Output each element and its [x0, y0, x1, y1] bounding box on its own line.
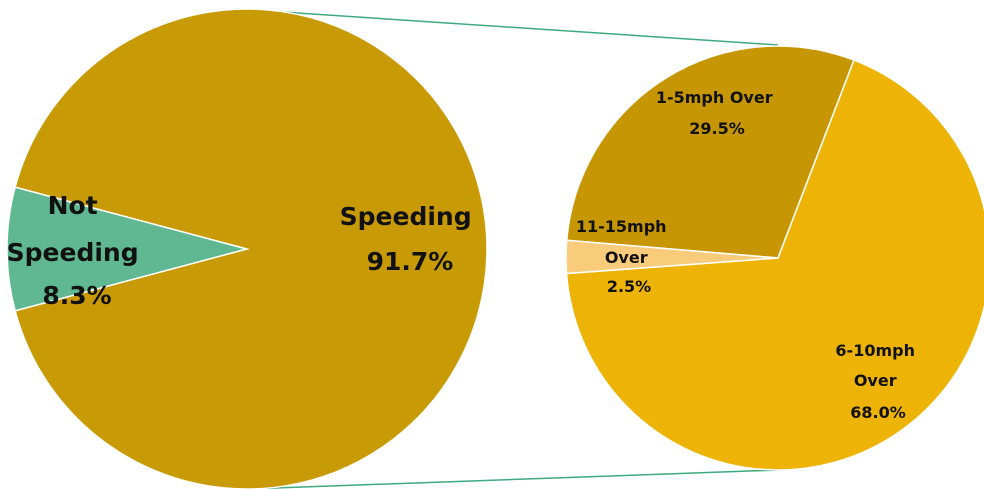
label-6-10mph-over: 6-10mph Over 68.0% [835, 341, 920, 422]
label-not-speeding: Not Speeding 8.3% [7, 191, 148, 310]
label-1-5mph-over: 1-5mph Over 29.5% [656, 88, 778, 138]
main-pie [6, 8, 488, 489]
connector-lines [236, 8, 779, 489]
breakdown-pie [565, 45, 984, 471]
pie-slice-not-speeding [6, 186, 250, 312]
pie-slice-11-15mph-over [565, 239, 779, 275]
pie-slice-speeding [14, 8, 488, 489]
label-11-15mph-over: 11-15mph Over 2.5% [576, 217, 672, 296]
connector-line-top [236, 8, 779, 46]
label-speeding: Speeding 91.7% [340, 202, 481, 276]
connector-line-bottom [246, 469, 779, 489]
pie-slice-1-5mph-over [565, 45, 855, 259]
pie-slice-6-10mph-over [565, 59, 984, 471]
